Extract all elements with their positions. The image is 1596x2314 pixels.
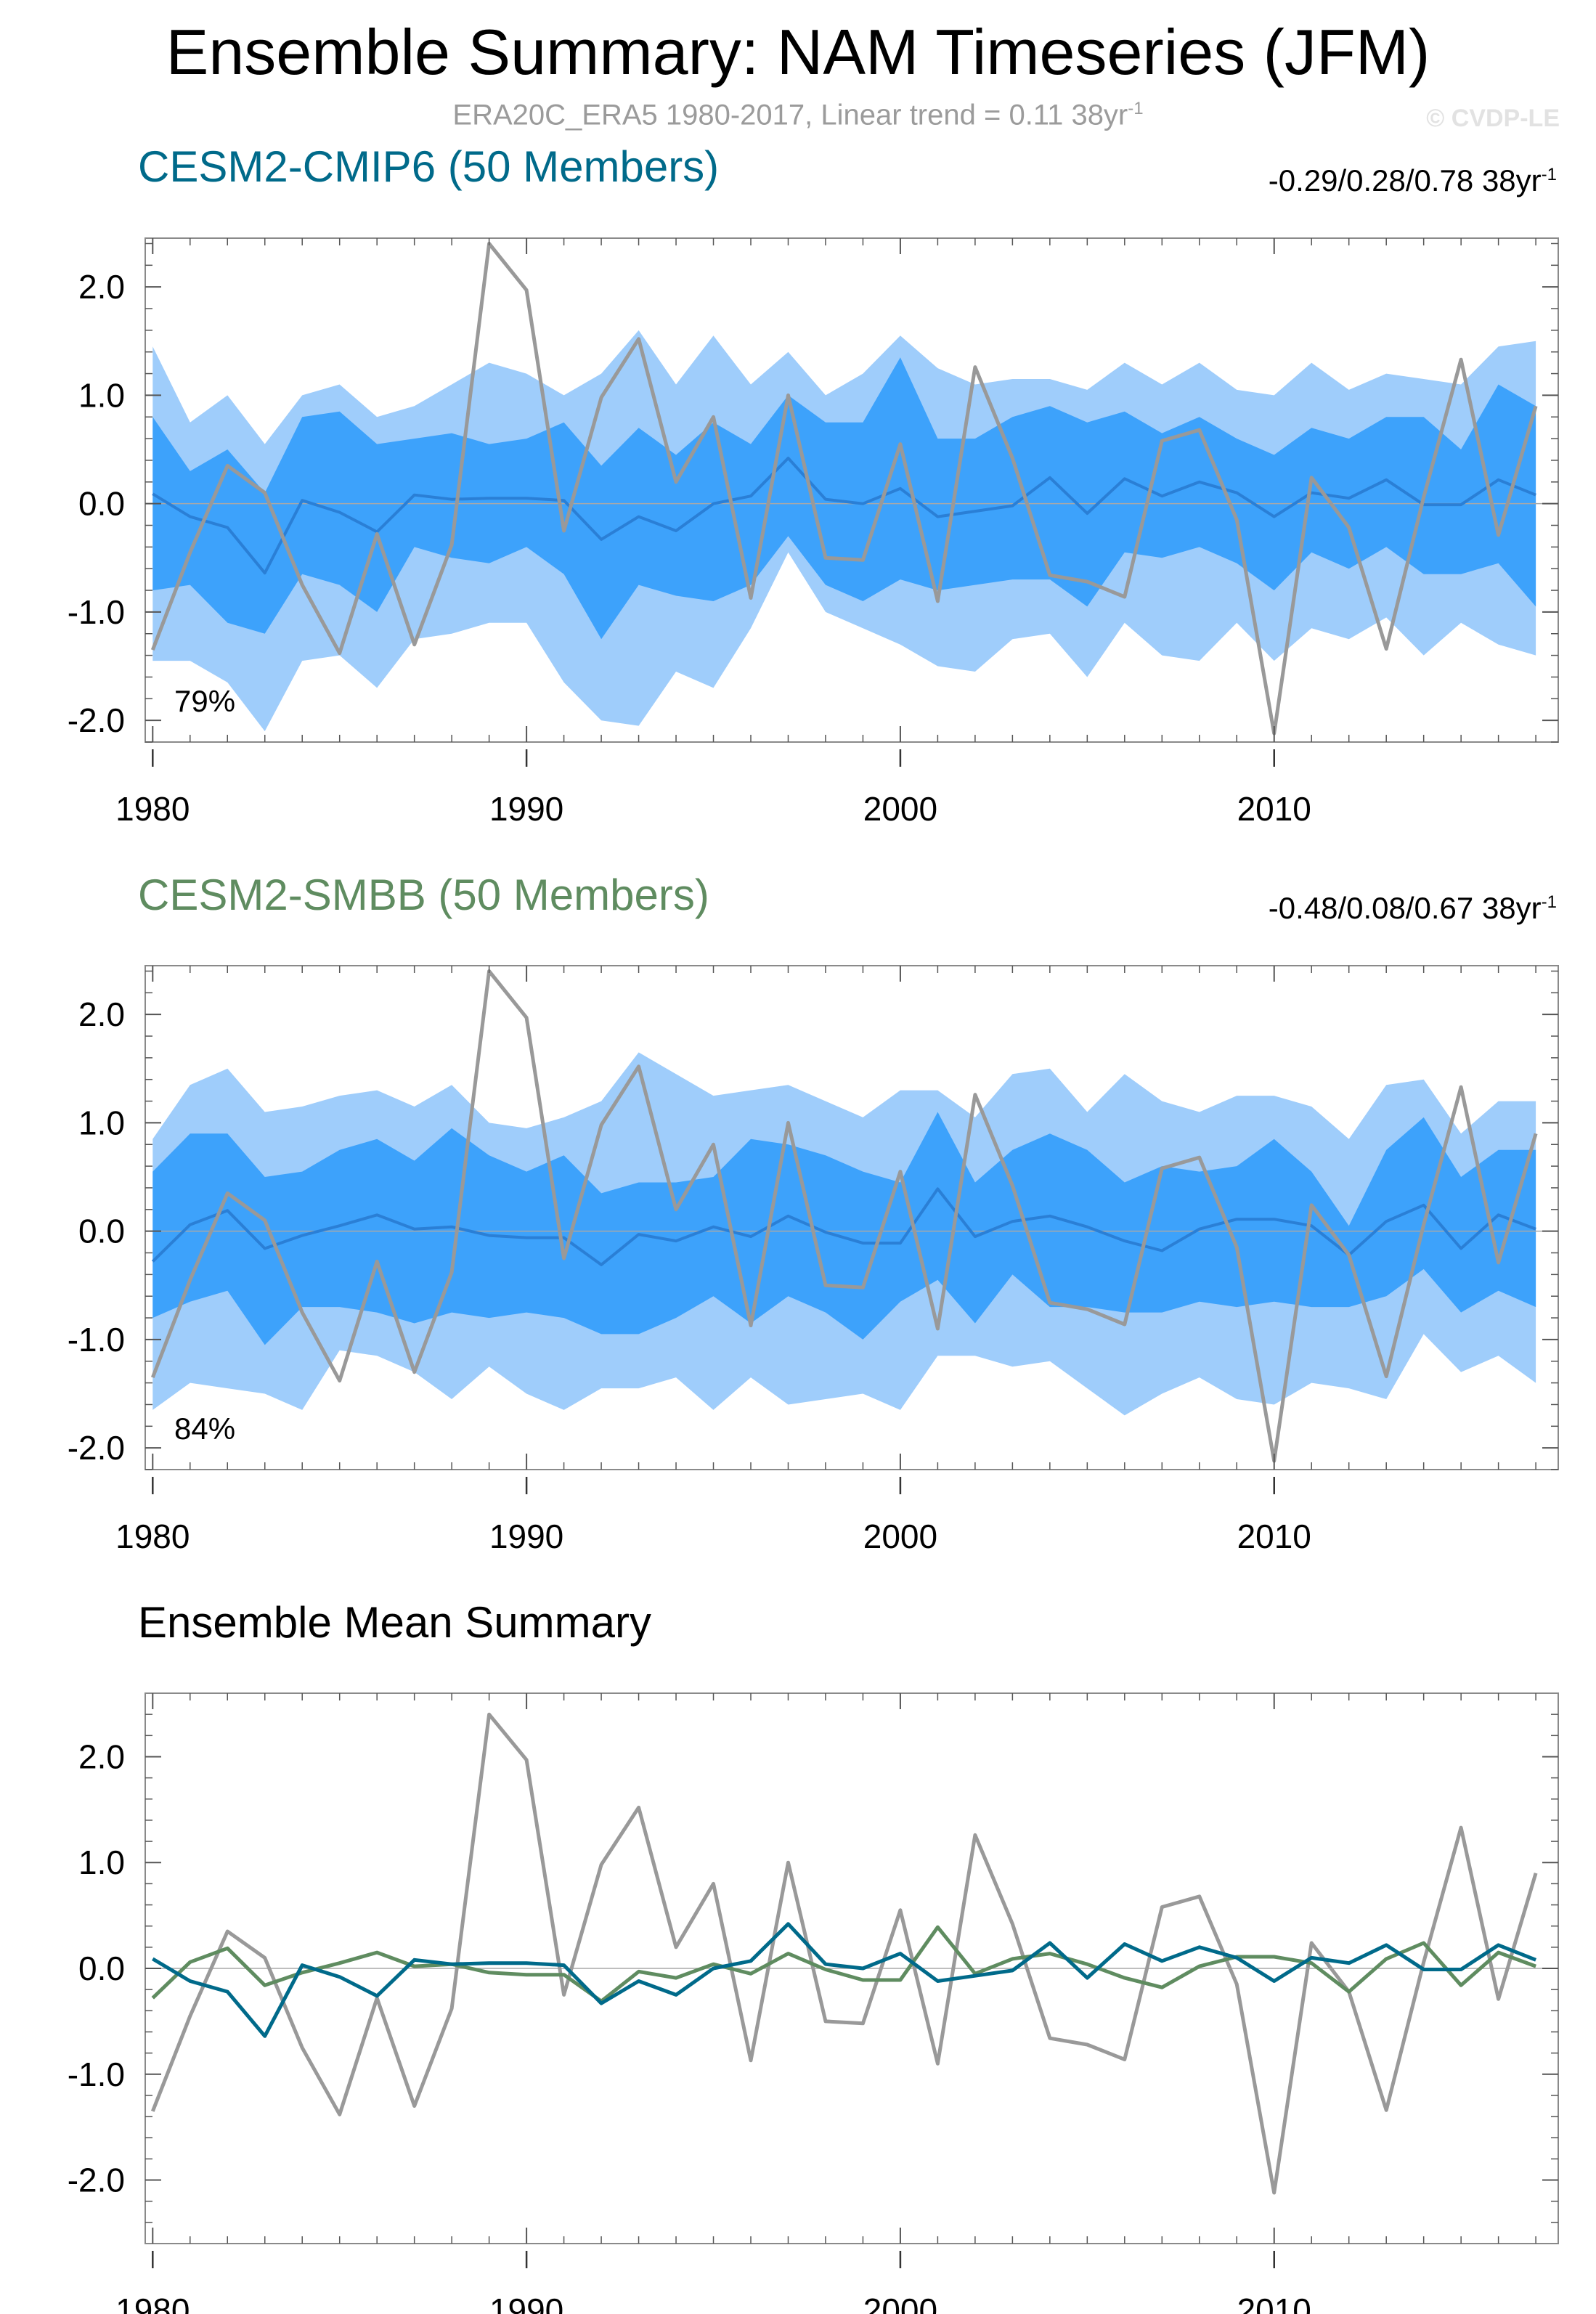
panel-3-xtick-label: 2010 <box>1237 2291 1311 2314</box>
panel-2-xtick-label: 1980 <box>115 1517 190 1555</box>
panel-1-ytick-label: -1.0 <box>68 593 125 631</box>
panel-1-trend-text: -0.29/0.28/0.78 38yr <box>1268 163 1542 197</box>
page-title: Ensemble Summary: NAM Timeseries (JFM) <box>166 16 1430 88</box>
panel-2-xtick-label: 2010 <box>1237 1517 1311 1555</box>
panel-2-frame <box>144 965 1559 1470</box>
panel-2-ensemble-mean-line <box>151 1187 1536 1266</box>
panel-3-observations-line <box>150 1712 1538 2195</box>
panel-1-xtick-label: 2010 <box>1237 790 1311 828</box>
chart-subtitle: ERA20C_ERA5 1980-2017, Linear trend = 0.… <box>0 99 1596 131</box>
panel-2-title: CESM2-SMBB (50 Members) <box>138 871 709 919</box>
panel-2-inner-band <box>152 1112 1536 1345</box>
panel-2-observations-line <box>150 969 1538 1463</box>
panel-1-xtick-label: 2000 <box>863 790 937 828</box>
panel-1-trend: -0.29/0.28/0.78 38yr-1 <box>1269 166 1557 196</box>
panel-1-ytick-label: 1.0 <box>78 376 125 414</box>
panel-1-title: CESM2-CMIP6 (50 Members) <box>138 142 720 191</box>
panel-1-inner-band <box>152 357 1536 640</box>
panel-2-trend-superscript: -1 <box>1541 892 1557 912</box>
panel-3-ytick-label: 0.0 <box>78 1950 125 1987</box>
panel-1-xtick-label: 1990 <box>489 790 563 828</box>
panel-3-xtick-label: 1990 <box>489 2291 563 2314</box>
panel-2-xtick-label: 2000 <box>863 1517 937 1555</box>
panel-3-xtick-label: 1980 <box>115 2291 190 2314</box>
panel-3-ytick-label: 2.0 <box>78 1737 125 1775</box>
subtitle-text: ERA20C_ERA5 1980-2017, Linear trend = 0.… <box>452 99 1128 131</box>
panel-3-ytick-label: -2.0 <box>68 2162 125 2199</box>
panel-3-xtick-label: 2000 <box>863 2291 937 2314</box>
panel-3-ytick-label: -1.0 <box>68 2056 125 2093</box>
panel-1-ytick-label: 2.0 <box>78 268 125 306</box>
panel-2-xtick-label: 1990 <box>489 1517 563 1555</box>
panel-2-ytick-label: 1.0 <box>78 1104 125 1141</box>
panel-1-trend-superscript: -1 <box>1541 165 1557 184</box>
panel-2-ytick-label: -1.0 <box>68 1321 125 1358</box>
panel-2-ytick-label: 0.0 <box>78 1213 125 1250</box>
panel-2-ytick-label: -2.0 <box>68 1429 125 1467</box>
panel-1-ytick-label: -2.0 <box>68 701 125 739</box>
panel-1-observations-line <box>150 242 1538 736</box>
watermark: © CVDP-LE <box>1426 105 1560 132</box>
panel-2-trend-text: -0.48/0.08/0.67 38yr <box>1268 891 1542 925</box>
panel-2-percent-label: 84% <box>174 1411 236 1446</box>
panel-2-ytick-label: 2.0 <box>78 995 125 1033</box>
panel-2-trend: -0.48/0.08/0.67 38yr-1 <box>1269 893 1557 924</box>
panel-1-ytick-label: 0.0 <box>78 485 125 523</box>
panel-3-cmip6-mean-line <box>152 1922 1537 2038</box>
panel-1-xtick-label: 1980 <box>115 790 190 828</box>
panel-3-title: Ensemble Mean Summary <box>138 1598 651 1647</box>
panel-1-percent-label: 79% <box>174 684 236 718</box>
subtitle-superscript: -1 <box>1128 99 1144 118</box>
panel-1-ensemble-mean-line <box>152 457 1536 575</box>
panel-1-frame <box>144 237 1559 743</box>
panel-3-ytick-label: 1.0 <box>78 1844 125 1881</box>
